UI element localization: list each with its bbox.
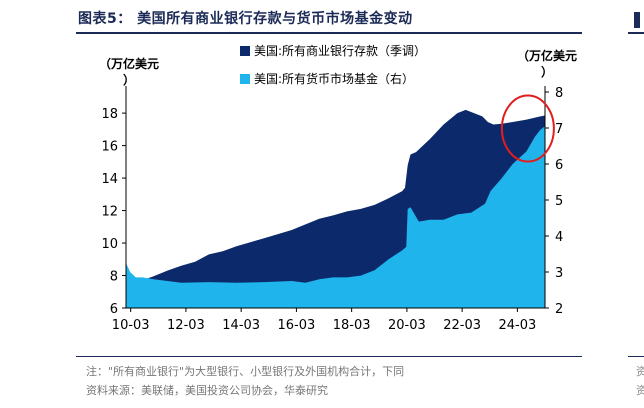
adjacent-bottom-rule	[628, 356, 644, 357]
left-tick-label: 8	[110, 270, 118, 285]
legend-label-deposits: 美国:所有商业银行存款（季调）	[254, 44, 427, 58]
left-tick-label: 12	[101, 205, 118, 220]
legend-item-mmf: 美国:所有货币市场基金（右）	[240, 70, 426, 88]
figure-title: 图表5： 美国所有商业银行存款与货币市场基金变动	[78, 11, 413, 27]
x-tick-label: 12-03	[167, 318, 205, 333]
right-tick-label: 3	[555, 266, 563, 281]
x-tick-label: 24-03	[498, 318, 536, 333]
chart-note: 注："所有商业银行"为大型银行、小型银行及外国机构合计，下同	[86, 365, 405, 378]
left-tick-label: 6	[110, 302, 118, 317]
x-tick-label: 18-03	[333, 318, 371, 333]
right-tick-label: 8	[555, 86, 563, 101]
left-tick-label: 14	[101, 172, 118, 187]
legend-item-deposits: 美国:所有商业银行存款（季调）	[240, 42, 426, 60]
chart-source: 资料来源：美联储，美国投资公司协会，华泰研究	[86, 384, 328, 397]
adjacent-fragment-2: 资	[636, 384, 644, 397]
adjacent-figure-edge	[630, 10, 644, 32]
x-tick-label: 10-03	[112, 318, 150, 333]
chart-legend: 美国:所有商业银行存款（季调） 美国:所有货币市场基金（右）	[240, 42, 426, 98]
money-market-funds-area	[126, 126, 545, 308]
right-tick-label: 4	[555, 230, 563, 245]
left-tick-label: 10	[101, 237, 118, 252]
legend-swatch-mmf	[240, 74, 250, 84]
legend-swatch-deposits	[240, 46, 250, 56]
title-rule	[76, 32, 582, 34]
right-tick-label: 2	[555, 302, 563, 317]
legend-label-mmf: 美国:所有货币市场基金（右）	[254, 72, 415, 86]
x-tick-label: 14-03	[222, 318, 260, 333]
highlight-ellipse	[500, 94, 555, 163]
adjacent-fragment-1: 资	[636, 365, 644, 378]
x-tick-label: 16-03	[278, 318, 316, 333]
right-tick-label: 5	[555, 194, 563, 209]
left-tick-label: 16	[101, 140, 118, 155]
left-tick-label: 18	[101, 107, 118, 122]
x-tick-label: 22-03	[443, 318, 481, 333]
bottom-rule	[76, 356, 582, 357]
right-axis-unit: （万亿美元）	[516, 49, 577, 79]
left-axis-unit: （万亿美元）	[98, 57, 159, 87]
x-tick-label: 20-03	[388, 318, 426, 333]
right-tick-label: 7	[555, 122, 563, 137]
adjacent-title-rule	[628, 32, 644, 34]
right-tick-label: 6	[555, 158, 563, 173]
